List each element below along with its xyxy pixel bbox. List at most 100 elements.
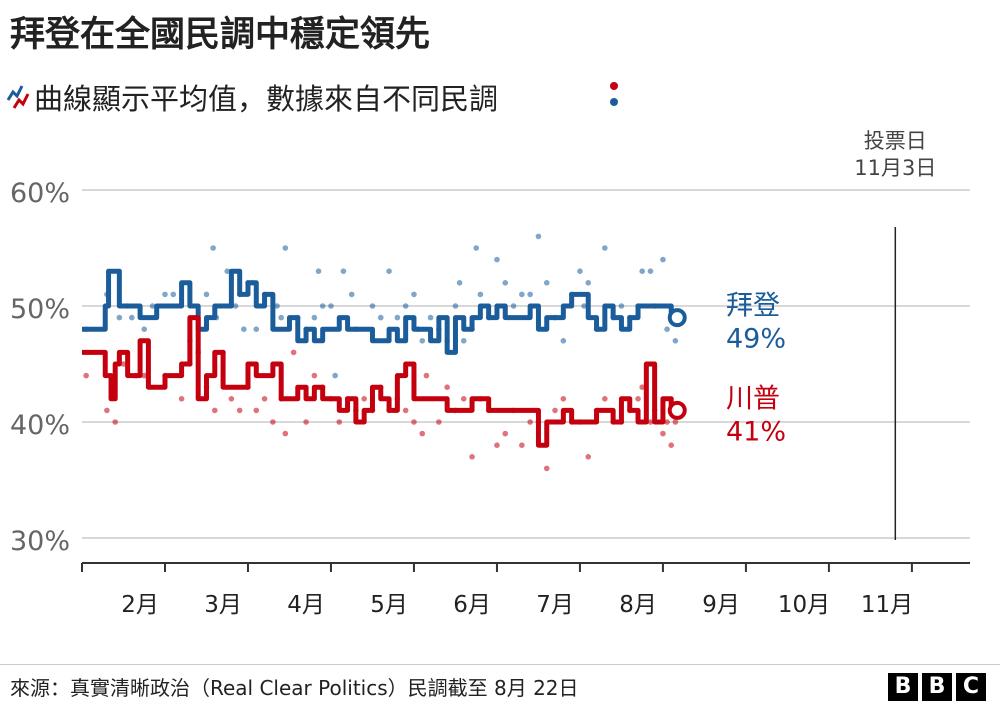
trump-poll-dot xyxy=(660,430,666,437)
biden-poll-dot xyxy=(527,291,533,298)
trump-poll-dot xyxy=(423,372,430,379)
biden-end-marker xyxy=(667,308,687,328)
biden-poll-dot xyxy=(502,280,509,286)
trump-poll-dot xyxy=(336,419,343,425)
biden-poll-dot xyxy=(203,291,210,298)
biden-poll-dot xyxy=(210,245,216,251)
trump-poll-dot xyxy=(668,442,675,449)
trump-poll-dot xyxy=(83,372,89,379)
biden-poll-dot xyxy=(543,280,550,286)
biden-poll-dot xyxy=(411,291,417,298)
trump-poll-dot xyxy=(602,396,608,402)
biden-poll-dot xyxy=(149,303,156,309)
x-tick-label: 11月 xyxy=(861,592,913,618)
bbc-logo-b2: B xyxy=(922,673,952,701)
biden-poll-dot xyxy=(394,314,401,321)
biden-poll-dot xyxy=(170,291,177,298)
election-day-label: 投票日 xyxy=(864,129,927,153)
trump-poll-dot xyxy=(112,419,118,425)
biden-poll-dot xyxy=(618,303,625,309)
trump-poll-dot xyxy=(361,396,367,402)
bbc-logo-b1: B xyxy=(888,673,918,701)
trump-poll-dot xyxy=(639,384,645,391)
trump-poll-dot xyxy=(560,396,567,402)
trump-poll-dot xyxy=(290,349,297,356)
biden-poll-dot xyxy=(452,303,459,309)
trump-poll-dot xyxy=(672,419,679,425)
x-tick-label: 3月 xyxy=(204,592,242,618)
x-tick-label: 5月 xyxy=(370,592,408,618)
biden-poll-dot xyxy=(116,314,123,321)
trump-poll-dot xyxy=(120,361,127,367)
biden-poll-dot xyxy=(660,256,666,263)
biden-poll-dot xyxy=(253,326,260,333)
x-tick-label: 9月 xyxy=(702,592,740,618)
biden-poll-dot xyxy=(274,303,280,309)
biden-poll-dot xyxy=(419,338,426,344)
trump-poll-dot xyxy=(543,465,550,472)
biden-end-value: 49% xyxy=(726,324,786,355)
trump-poll-dot xyxy=(552,407,558,414)
trump-average-line xyxy=(82,315,674,448)
trump-poll-dot xyxy=(436,419,442,425)
x-tick-label: 8月 xyxy=(619,592,657,618)
biden-average-line xyxy=(82,268,674,355)
trump-poll-dot xyxy=(444,384,450,391)
biden-poll-dot xyxy=(141,326,148,333)
x-tick-label: 7月 xyxy=(536,592,574,618)
biden-poll-dot xyxy=(332,372,338,379)
biden-poll-dot xyxy=(224,268,231,275)
trump-poll-dot xyxy=(228,396,235,402)
x-tick-label: 2月 xyxy=(121,592,159,618)
trump-poll-dot xyxy=(460,396,467,402)
poll-dots-icon xyxy=(610,82,618,106)
biden-poll-dot xyxy=(282,245,289,251)
trump-poll-dot xyxy=(270,419,276,425)
biden-poll-dot xyxy=(402,303,409,309)
biden-poll-dot xyxy=(477,291,484,298)
trump-poll-dot xyxy=(647,419,654,425)
poll-chart: 30% 40% 50% 60% 2月 3月 4月 5月 6月 7月 8月 9月 10月 11月 投票日 11月… xyxy=(10,129,970,618)
biden-poll-dot xyxy=(510,303,517,309)
trump-end-marker xyxy=(667,400,687,420)
biden-poll-dot xyxy=(560,338,567,344)
biden-poll-dot xyxy=(278,314,284,321)
biden-poll-dot xyxy=(128,314,135,321)
biden-poll-dot xyxy=(602,245,608,251)
y-tick-label: 50% xyxy=(10,294,70,325)
trump-series-label: 川普 xyxy=(726,383,780,414)
footer-divider xyxy=(0,664,1000,665)
biden-poll-dot xyxy=(348,291,355,298)
biden-poll-dot xyxy=(232,303,239,309)
x-tick-label: 4月 xyxy=(287,592,325,618)
trump-poll-dot xyxy=(282,430,289,437)
biden-poll-dot xyxy=(577,268,583,275)
trump-poll-dot xyxy=(419,430,426,437)
trump-poll-dot xyxy=(261,396,268,402)
trump-poll-dot xyxy=(104,407,110,414)
biden-poll-dot xyxy=(241,326,247,333)
trump-poll-dot xyxy=(236,407,243,414)
chart-subtitle: 曲線顯示平均值，數據來自不同民調 xyxy=(34,82,499,116)
page-title: 拜登在全國民調中穩定領先 xyxy=(10,15,431,55)
bbc-logo-c: C xyxy=(956,673,986,701)
trump-poll-dot xyxy=(402,407,409,414)
biden-poll-dot xyxy=(664,326,670,333)
trump-poll-dot xyxy=(211,407,218,414)
biden-poll-dot xyxy=(369,303,376,309)
biden-poll-dot xyxy=(162,291,168,298)
trump-poll-dot xyxy=(411,419,417,425)
biden-poll-dot xyxy=(519,291,525,298)
biden-poll-dot xyxy=(311,314,318,321)
trump-poll-dot xyxy=(469,454,475,460)
source-note: 來源：真實清晰政治（Real Clear Politics）民調截至 8月 22… xyxy=(10,676,579,700)
biden-poll-dot xyxy=(494,256,500,263)
trump-poll-dot xyxy=(494,442,500,449)
biden-poll-dot xyxy=(328,303,334,309)
biden-poll-dot xyxy=(377,314,384,321)
biden-poll-dot xyxy=(473,245,480,251)
y-tick-label: 40% xyxy=(10,410,70,441)
biden-poll-dot xyxy=(427,314,434,321)
trump-poll-dot xyxy=(303,419,309,425)
trend-lines-icon xyxy=(6,85,30,109)
